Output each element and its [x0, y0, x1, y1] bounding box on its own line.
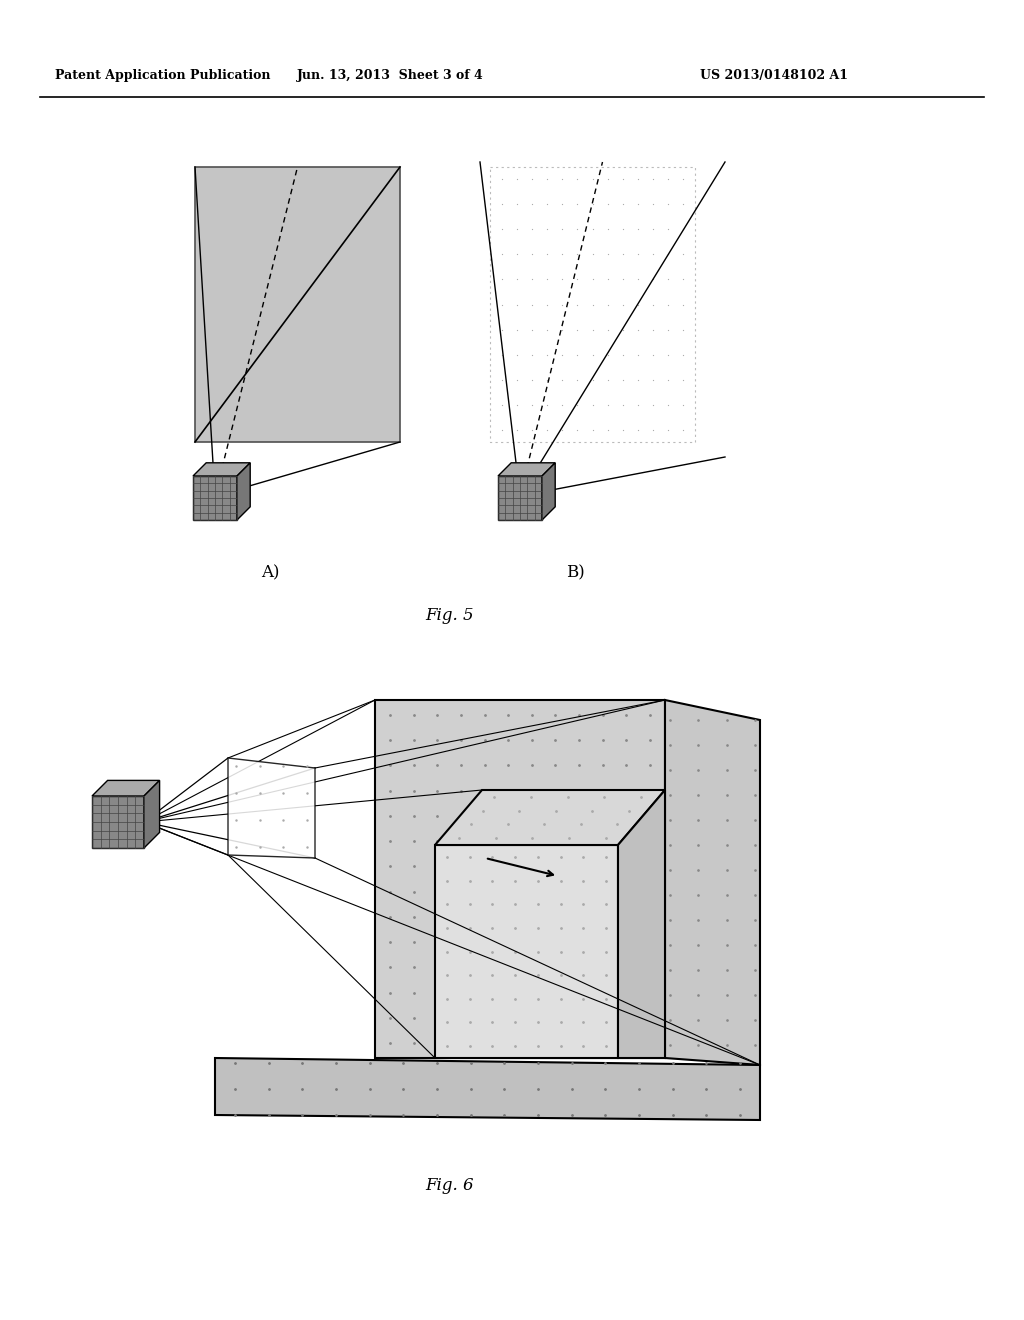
- Polygon shape: [498, 477, 542, 520]
- Polygon shape: [618, 789, 665, 1059]
- Polygon shape: [92, 780, 160, 796]
- Polygon shape: [228, 758, 315, 858]
- Polygon shape: [215, 1059, 760, 1119]
- Polygon shape: [193, 477, 237, 520]
- Text: A): A): [261, 565, 280, 582]
- Polygon shape: [542, 463, 555, 520]
- Polygon shape: [435, 845, 618, 1059]
- Text: US 2013/0148102 A1: US 2013/0148102 A1: [700, 69, 848, 82]
- Text: Jun. 13, 2013  Sheet 3 of 4: Jun. 13, 2013 Sheet 3 of 4: [297, 69, 483, 82]
- Text: B): B): [565, 565, 585, 582]
- Polygon shape: [665, 700, 760, 1065]
- Text: Fig. 5: Fig. 5: [426, 606, 474, 623]
- Polygon shape: [144, 780, 160, 847]
- Polygon shape: [237, 463, 250, 520]
- Polygon shape: [498, 463, 555, 477]
- Polygon shape: [92, 796, 144, 847]
- Polygon shape: [490, 168, 695, 442]
- Polygon shape: [435, 789, 665, 845]
- Polygon shape: [375, 700, 665, 1059]
- Text: Patent Application Publication: Patent Application Publication: [55, 69, 270, 82]
- Polygon shape: [193, 463, 250, 477]
- Text: Fig. 6: Fig. 6: [426, 1176, 474, 1193]
- Polygon shape: [195, 168, 400, 442]
